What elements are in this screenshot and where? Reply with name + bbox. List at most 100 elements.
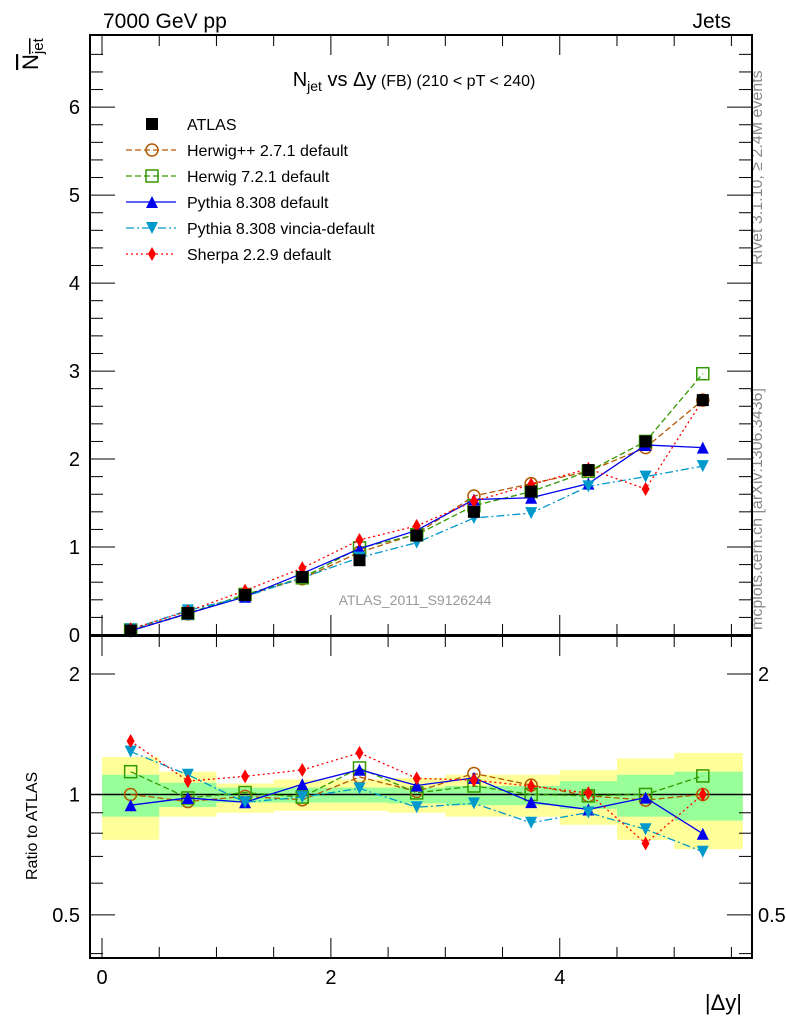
y-tick-label: 1 <box>69 537 80 559</box>
axes: 0 1 2 3 4 5 6 0 2 4 0.5 0.5 1 2 2 <box>52 34 786 989</box>
legend-label: ATLAS <box>187 117 237 134</box>
ratio-point <box>412 771 421 786</box>
y-axis-label: Njet <box>18 37 47 70</box>
legend: ATLAS Herwig++ 2.7.1 default Herwig 7.2.1 … <box>126 117 375 264</box>
data-point <box>641 481 650 496</box>
category-label: Jets <box>692 10 731 33</box>
ratio-point <box>469 773 478 788</box>
legend-marker <box>148 247 156 261</box>
ratio-y-label: Ratio to ATLAS <box>24 772 41 880</box>
analysis-label: ATLAS_2011_S9126244 <box>339 592 492 608</box>
rivet-label: Rivet 3.1.10, ≥ 2.4M events <box>749 70 766 265</box>
x-tick-label: 4 <box>554 967 565 989</box>
legend-label: Pythia 8.308 vincia-default <box>187 221 375 238</box>
ratio-tick-label: 2 <box>69 664 80 686</box>
legend-item: Pythia 8.308 default <box>126 195 329 212</box>
main-plot <box>123 366 710 638</box>
ratio-point <box>584 786 593 801</box>
y-tick-label: 0 <box>69 625 80 647</box>
atlas-data-point <box>353 554 366 567</box>
ratio-point <box>527 779 536 794</box>
atlas-data-point <box>296 570 309 583</box>
data-point <box>355 532 364 547</box>
ratio-point <box>124 799 137 812</box>
legend-marker <box>146 222 158 234</box>
legend-marker <box>145 169 159 183</box>
x-tick-label: 2 <box>325 967 336 989</box>
ratio-point <box>525 796 538 809</box>
ratio-point <box>467 797 480 810</box>
ratio-point <box>582 806 595 819</box>
uncertainty-band-inner <box>502 785 560 806</box>
legend-item: Pythia 8.308 vincia-default <box>126 221 375 238</box>
ratio-point <box>126 734 135 749</box>
ratio-point <box>124 745 137 758</box>
ratio-point <box>696 845 709 858</box>
legend-item: Herwig++ 2.7.1 default <box>126 143 349 160</box>
atlas-data-point <box>181 607 194 620</box>
legend-label: Herwig 7.2.1 default <box>187 169 330 186</box>
legend-marker <box>145 143 159 157</box>
ratio-point <box>183 774 192 789</box>
atlas-data-point <box>639 435 652 448</box>
data-point <box>582 480 595 493</box>
ratio-point <box>298 762 307 777</box>
y-tick-label: 5 <box>69 185 80 207</box>
series-line <box>130 399 704 630</box>
ratio-point <box>696 769 710 783</box>
uncertainty-band-inner <box>445 785 503 806</box>
ratio-point <box>353 782 366 795</box>
ratio-point <box>123 764 138 779</box>
legend-marker <box>146 196 158 208</box>
ratio-point <box>696 827 709 840</box>
data-point <box>525 491 538 504</box>
ratio-series-line <box>130 767 703 799</box>
ratio-point <box>296 778 309 791</box>
y-tick-label: 6 <box>69 97 80 119</box>
legend-item: Sherpa 2.2.9 default <box>126 247 332 264</box>
ratio-tick-label: 1 <box>69 784 80 806</box>
atlas-data-point <box>239 588 252 601</box>
ratio-point <box>525 816 538 829</box>
ratio-point <box>410 801 423 814</box>
ratio-point <box>241 769 250 784</box>
main-title: Njet vs Δy (FB) (210 < pT < 240) <box>293 69 536 94</box>
legend-label: Herwig++ 2.7.1 default <box>187 143 349 160</box>
ratio-point <box>639 791 652 804</box>
ratio-point <box>181 791 194 804</box>
legend-item: Herwig 7.2.1 default <box>126 169 330 186</box>
x-tick-label: 0 <box>96 967 107 989</box>
data-point <box>696 441 709 454</box>
atlas-data-point <box>124 624 137 637</box>
ratio-point <box>355 745 364 760</box>
ratio-point <box>641 836 650 851</box>
ratio-frame <box>89 635 753 959</box>
data-point <box>525 507 538 520</box>
data-point <box>412 518 421 533</box>
atlas-data-point <box>410 529 423 542</box>
ratio-point <box>239 796 252 809</box>
legend-label: Sherpa 2.2.9 default <box>187 247 332 264</box>
ratio-point <box>698 787 707 802</box>
atlas-data-point <box>467 505 480 518</box>
y-tick-label: 4 <box>69 273 80 295</box>
atlas-data-point <box>525 485 538 498</box>
ratio-point <box>410 779 423 792</box>
legend-label: Pythia 8.308 default <box>187 195 329 212</box>
ratio-point <box>353 763 366 776</box>
y-tick-label: 2 <box>69 449 80 471</box>
legend-marker <box>146 118 158 130</box>
ratio-tick-label: 0.5 <box>758 905 786 927</box>
mcplots-label: mcplots.cern.ch [arXiv:1306.3436] <box>749 388 766 630</box>
ratio-tick-label: 0.5 <box>52 905 80 927</box>
legend-item: ATLAS <box>146 117 237 134</box>
energy-label: 7000 GeV pp <box>103 10 227 33</box>
data-point <box>696 460 709 473</box>
ratio-tick-label: 2 <box>758 664 769 686</box>
svg-text:Njet vs Δy (FB) (210 < pT < 24: Njet vs Δy (FB) (210 < pT < 240) <box>293 69 536 94</box>
atlas-data-point <box>582 464 595 477</box>
y-tick-label: 3 <box>69 361 80 383</box>
ratio-plot <box>123 734 710 858</box>
svg-text:Njet: Njet <box>18 37 47 70</box>
